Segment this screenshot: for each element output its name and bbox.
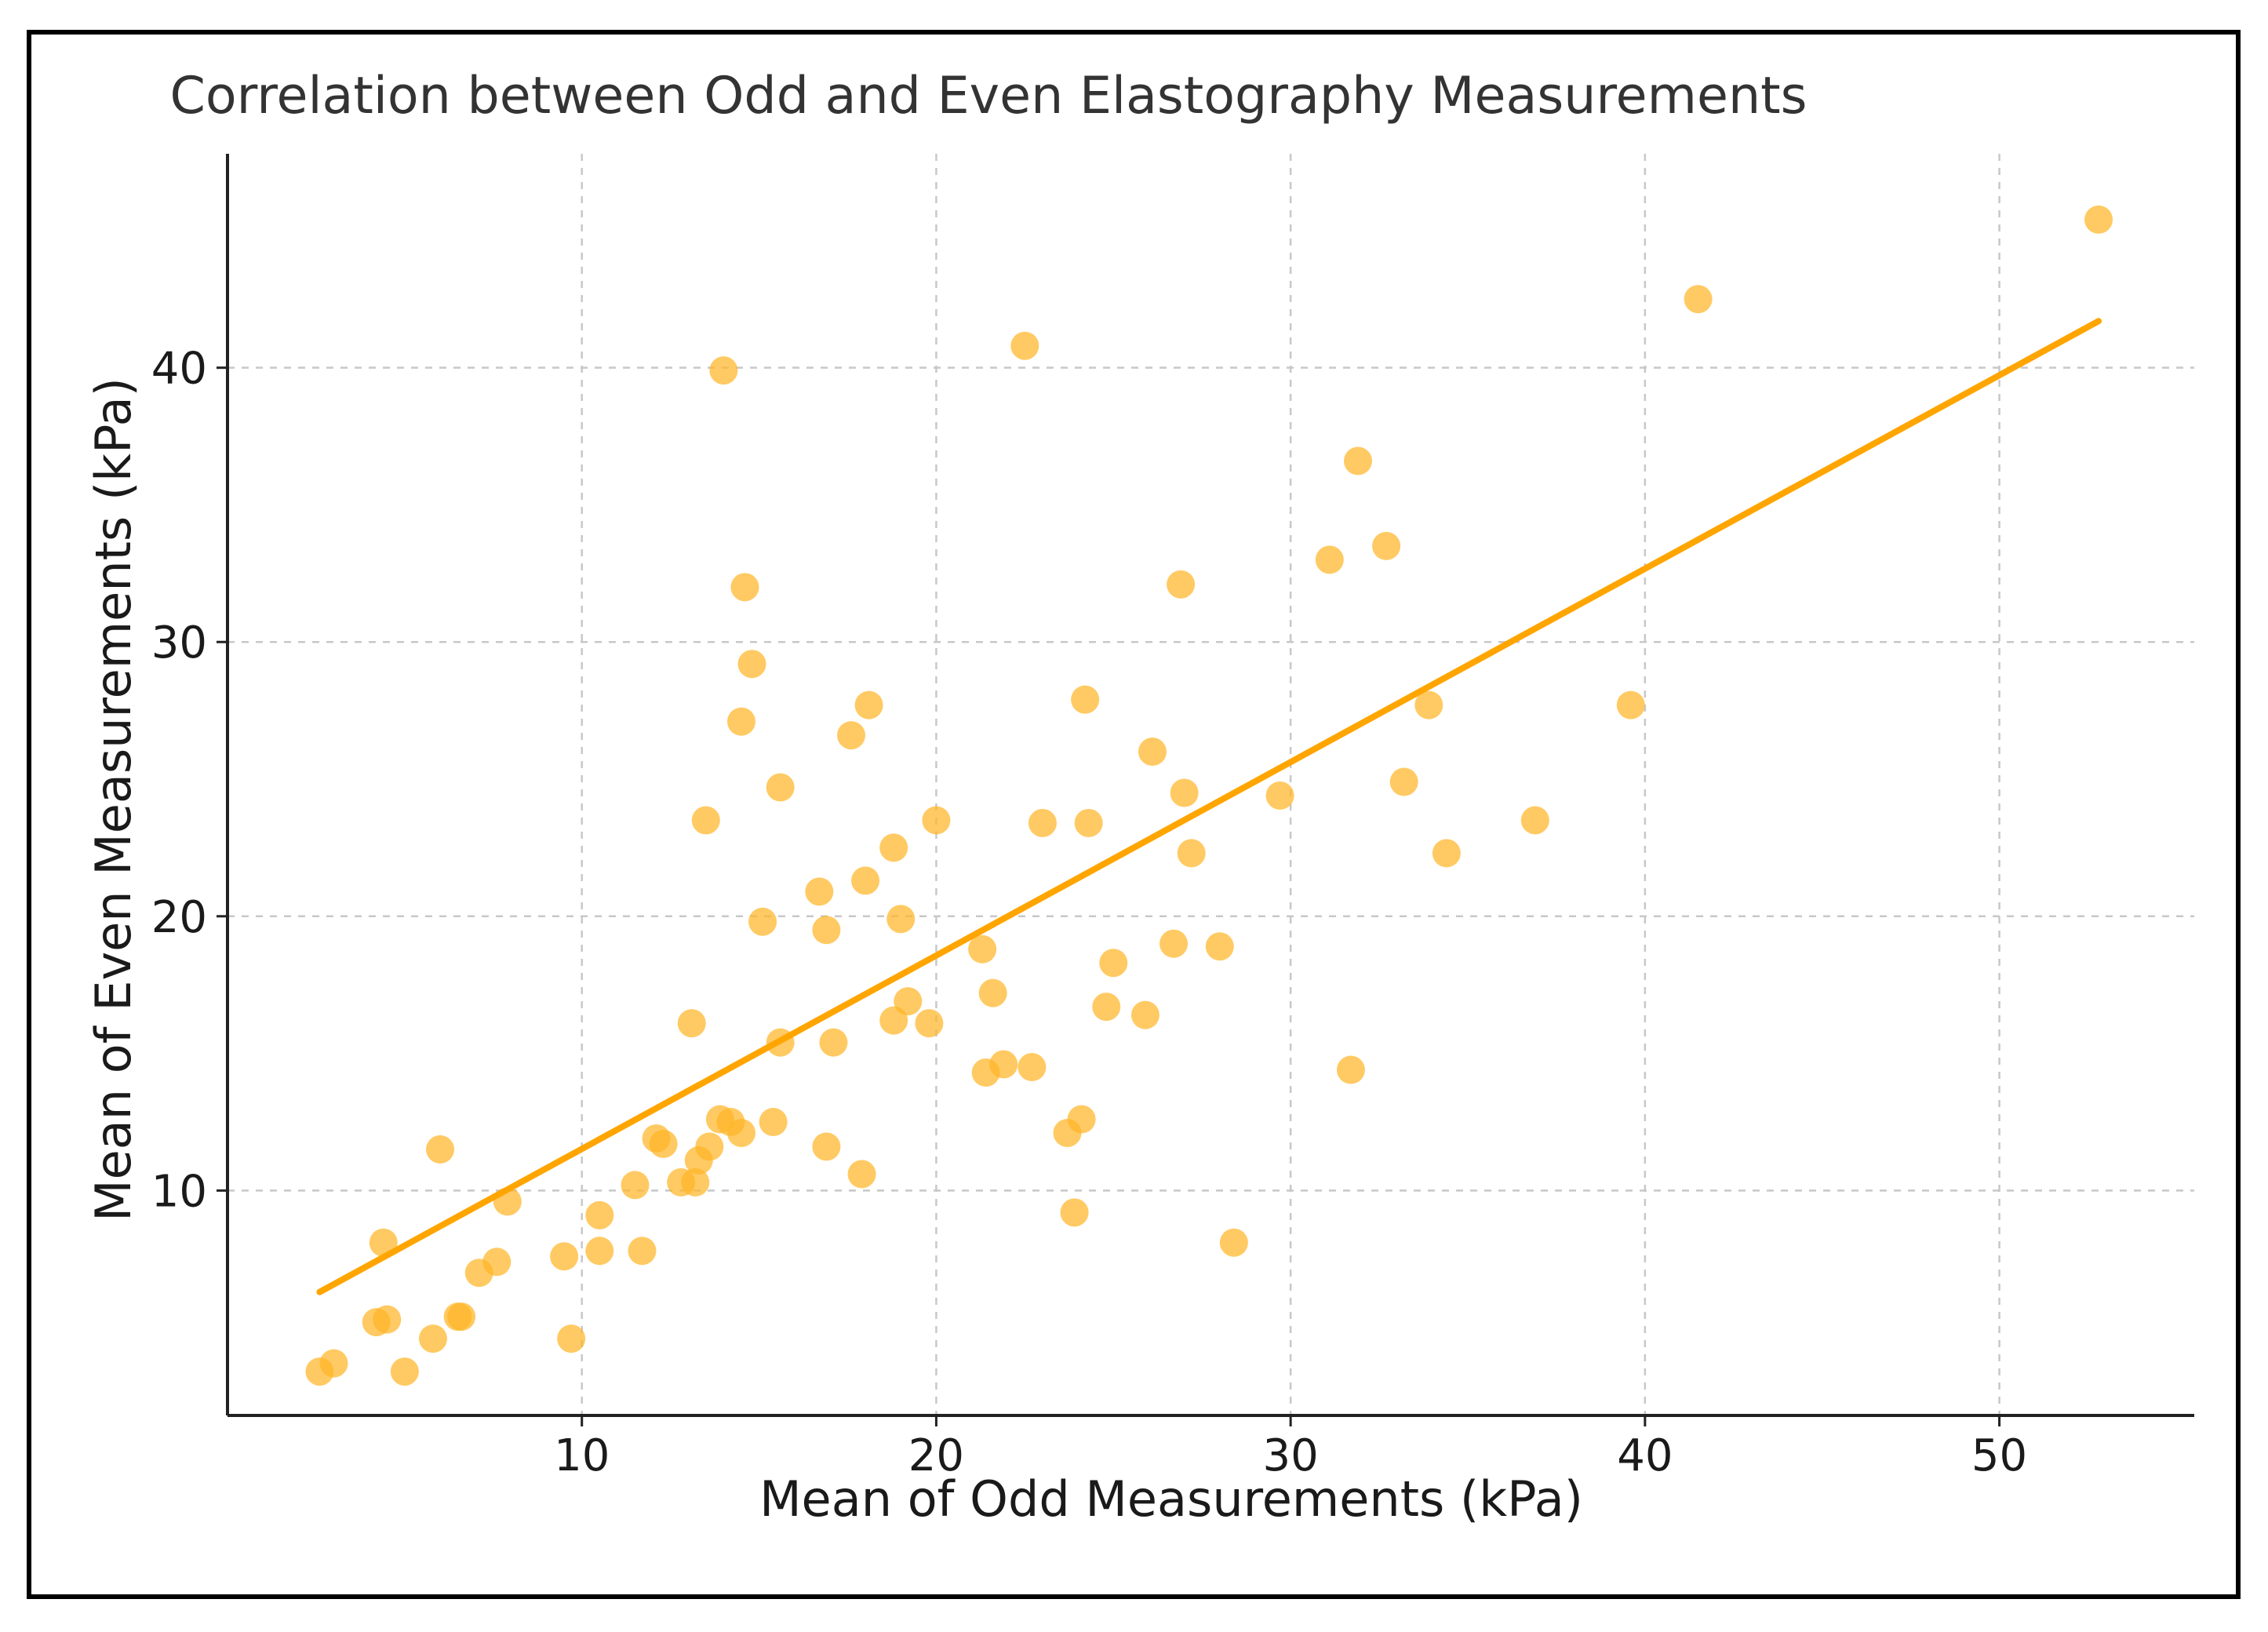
- data-point: [726, 1118, 755, 1147]
- data-point: [557, 1324, 586, 1353]
- grid: [228, 154, 2194, 1415]
- data-point: [1167, 570, 1196, 599]
- y-tick-label: 10: [151, 1166, 207, 1217]
- data-point: [1099, 949, 1128, 978]
- trend-line-group: [316, 318, 2102, 1295]
- data-point: [1130, 1000, 1159, 1029]
- data-point: [369, 1228, 398, 1257]
- x-tick-label: 10: [554, 1430, 610, 1481]
- data-point: [726, 707, 755, 736]
- x-tick-label: 20: [908, 1430, 964, 1481]
- data-point: [847, 1160, 876, 1189]
- y-tick-label: 30: [151, 617, 207, 668]
- data-point: [812, 1132, 841, 1161]
- data-point: [1028, 808, 1057, 837]
- data-point: [621, 1171, 650, 1200]
- data-point: [879, 833, 908, 862]
- data-point: [812, 916, 841, 945]
- data-point: [894, 987, 923, 1016]
- data-point: [1092, 993, 1121, 1022]
- data-point: [1616, 690, 1645, 719]
- data-point: [426, 1135, 455, 1164]
- data-point: [1414, 690, 1443, 719]
- data-point: [1219, 1228, 1248, 1257]
- data-point: [418, 1324, 447, 1353]
- data-point: [886, 905, 916, 934]
- data-point: [1177, 839, 1206, 868]
- data-point: [2084, 205, 2113, 234]
- data-point: [482, 1248, 511, 1277]
- data-point: [915, 1009, 944, 1038]
- data-point: [1372, 531, 1401, 560]
- data-point: [373, 1305, 402, 1334]
- data-point: [691, 806, 720, 835]
- data-point: [628, 1237, 657, 1266]
- data-point: [922, 806, 951, 835]
- trend-line: [316, 318, 2102, 1295]
- data-point: [1432, 839, 1461, 868]
- data-point: [1265, 781, 1294, 810]
- axes: [217, 154, 2194, 1426]
- data-point: [390, 1357, 419, 1386]
- data-point: [748, 907, 777, 936]
- data-point: [1684, 285, 1713, 314]
- data-point: [730, 573, 759, 602]
- data-point: [709, 356, 738, 385]
- data-point: [1018, 1053, 1047, 1082]
- data-point: [1520, 806, 1549, 835]
- data-point: [585, 1237, 614, 1266]
- data-point: [695, 1132, 724, 1161]
- data-point: [759, 1107, 788, 1136]
- y-tick-label: 40: [151, 344, 207, 395]
- data-point: [649, 1129, 678, 1158]
- data-point: [1071, 685, 1100, 714]
- data-point: [1074, 808, 1103, 837]
- data-point: [805, 877, 834, 906]
- data-point: [681, 1168, 710, 1197]
- data-point: [819, 1028, 848, 1057]
- data-point: [1343, 446, 1372, 475]
- x-axis-label: Mean of Odd Measurements (kPa): [759, 1470, 1583, 1528]
- chart-figure: 10 20 30 40 50 10 20 30 40 Correlation between O…: [27, 30, 2241, 1599]
- x-tick-label: 50: [1971, 1430, 2027, 1481]
- data-point: [1060, 1198, 1089, 1227]
- data-point: [854, 690, 883, 719]
- data-point: [851, 866, 880, 895]
- data-point: [978, 978, 1007, 1007]
- data-point: [1336, 1055, 1365, 1084]
- y-tick-label: 20: [151, 892, 207, 943]
- x-tick-label: 30: [1263, 1430, 1319, 1481]
- data-point: [1067, 1105, 1096, 1134]
- y-axis-label: Mean of Even Measurements (kPa): [85, 377, 142, 1222]
- data-point: [1205, 932, 1234, 961]
- scatter-chart: 10 20 30 40 50 10 20 30 40 Correlation between O…: [85, 67, 2194, 1528]
- data-point: [1315, 545, 1344, 574]
- data-point: [968, 934, 997, 964]
- data-point: [1170, 778, 1199, 807]
- data-point: [677, 1009, 706, 1038]
- data-point: [1389, 767, 1418, 796]
- data-points: [305, 205, 2113, 1386]
- data-point: [447, 1302, 476, 1331]
- data-point: [737, 650, 766, 679]
- data-point: [550, 1242, 579, 1271]
- data-point: [585, 1200, 614, 1229]
- data-point: [766, 773, 795, 802]
- data-point: [1010, 331, 1039, 360]
- data-point: [1138, 738, 1167, 767]
- data-point: [1159, 929, 1189, 958]
- data-point: [319, 1349, 348, 1378]
- data-point: [989, 1050, 1018, 1079]
- data-point: [837, 721, 866, 750]
- tick-labels: 10 20 30 40 50 10 20 30 40: [151, 344, 2027, 1481]
- x-tick-label: 40: [1617, 1430, 1673, 1481]
- chart-title: Correlation between Odd and Even Elastog…: [169, 67, 1807, 126]
